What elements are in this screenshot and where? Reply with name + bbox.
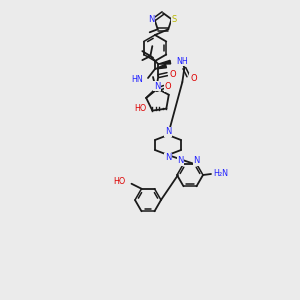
Text: S: S: [172, 15, 177, 24]
Text: NH: NH: [176, 57, 188, 66]
Text: N: N: [165, 128, 171, 136]
Polygon shape: [158, 60, 171, 64]
Text: HO: HO: [134, 104, 146, 113]
Text: H₂N: H₂N: [213, 169, 228, 178]
Text: N: N: [165, 154, 171, 163]
Text: HO: HO: [113, 177, 125, 186]
Text: O: O: [165, 82, 172, 91]
Text: N: N: [154, 82, 161, 91]
Text: HN: HN: [131, 74, 143, 83]
Text: O: O: [169, 70, 175, 79]
Polygon shape: [155, 64, 166, 69]
Text: O: O: [190, 74, 196, 82]
Text: N: N: [177, 156, 184, 165]
Text: N: N: [148, 15, 154, 24]
Text: N: N: [193, 156, 200, 165]
